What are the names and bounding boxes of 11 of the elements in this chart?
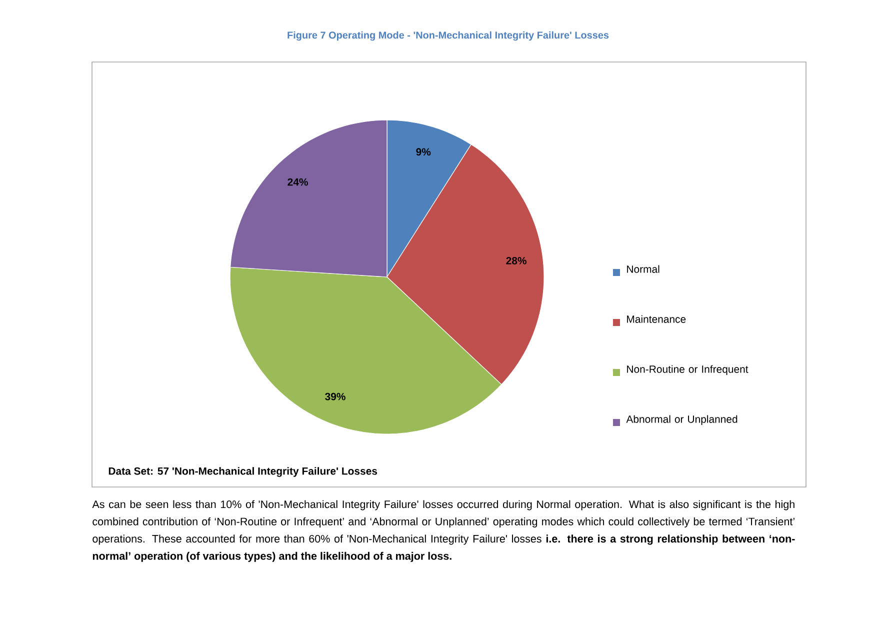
legend-label: Normal [627,265,660,273]
text: As can be seen less than 10% of 'Non-Mechanical Integrity Failure' losses occurred during Normal operation. What is also significant is the high combined contribution of ‘Non-Routine or Infrequent’ and ‘Abnormal or Unplanned’ operating modes which could collectively be termed ‘Transient’ operations. These accounted for more than 60% of 'Non-Mechanical Integrity Failure' losses i.e. there is a strong relationship between ‘non-normal’ operation (of various types) and the likelihood of a major loss. [92,500,795,562]
data-label: 24% [288,178,308,186]
data-label: 28% [506,256,526,264]
legend-label: Maintenance [627,315,686,323]
text: Data Set: 57 'Non-Mechanical Integrity Failure' Losses [108,467,378,477]
data-label: 9% [416,148,431,156]
data-label: 39% [325,392,346,400]
legend-label: Non-Routine or Infrequent [627,365,748,375]
chart-title: Figure 7 Operating Mode - 'Non-Mechanical Integrity Failure' Losses [288,31,609,41]
legend-label: Abnormal or Unplanned [626,415,738,425]
